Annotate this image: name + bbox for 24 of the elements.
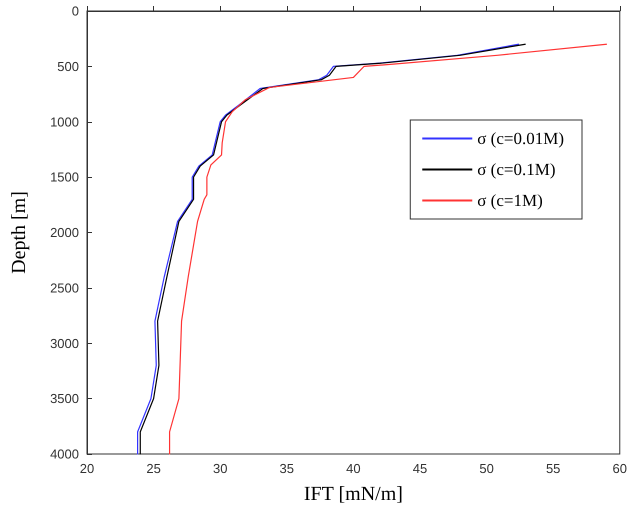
y-tick-label: 3500	[50, 391, 79, 406]
x-tick-label: 25	[146, 461, 161, 476]
y-tick-label: 3000	[50, 336, 79, 351]
x-tick-label: 30	[212, 461, 228, 476]
y-tick-label: 1500	[50, 170, 79, 185]
x-tick-label: 50	[479, 461, 494, 476]
y-tick-label: 0	[72, 4, 79, 18]
x-tick-label: 40	[346, 461, 361, 476]
legend-label: σ (c=0.1M)	[477, 160, 556, 179]
y-tick-label: 1000	[50, 114, 79, 130]
x-axis-title: IFT [mN/m]	[304, 483, 403, 505]
legend-label: σ (c=0.01M)	[477, 129, 564, 148]
line-series	[168, 44, 608, 455]
y-tick-label: 2000	[50, 225, 79, 240]
x-tick-label: 20	[80, 461, 94, 476]
x-tick-label: 35	[280, 461, 294, 476]
legend-label: σ (c=1M)	[477, 191, 543, 210]
y-tick-label: 4000	[50, 446, 79, 462]
y-axis-title: Depth [m]	[8, 191, 30, 274]
y-tick-label: 2500	[50, 280, 79, 296]
x-tick-label: 55	[546, 461, 560, 476]
y-tick-label: 500	[57, 58, 79, 74]
x-tick-label: 45	[412, 461, 428, 476]
x-tick-label: 60	[612, 461, 628, 476]
